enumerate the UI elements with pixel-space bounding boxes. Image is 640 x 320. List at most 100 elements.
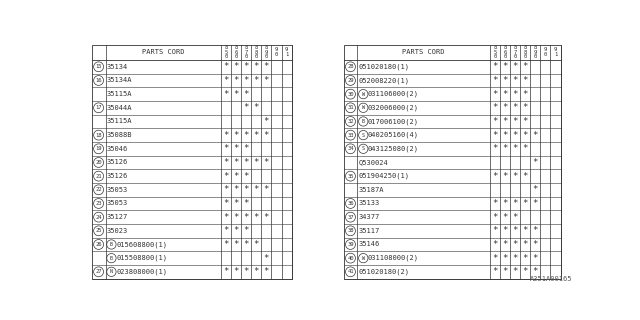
- Text: 35126: 35126: [107, 159, 128, 165]
- Text: *: *: [223, 185, 228, 194]
- Text: *: *: [234, 226, 239, 235]
- Text: *: *: [492, 267, 498, 276]
- Text: *: *: [502, 240, 508, 249]
- Text: 9
0: 9 0: [544, 47, 547, 57]
- Text: *: *: [513, 172, 518, 180]
- Text: *: *: [223, 158, 228, 167]
- Text: *: *: [244, 199, 249, 208]
- Text: *: *: [223, 76, 228, 85]
- Text: *: *: [234, 267, 239, 276]
- Text: 35126: 35126: [107, 173, 128, 179]
- Text: *: *: [522, 90, 528, 99]
- Text: *: *: [502, 212, 508, 222]
- Text: *: *: [522, 172, 528, 180]
- Text: *: *: [532, 254, 538, 263]
- Text: *: *: [502, 90, 508, 99]
- Text: 8
7
0: 8 7 0: [244, 45, 248, 59]
- Text: *: *: [532, 240, 538, 249]
- Text: *: *: [223, 199, 228, 208]
- Bar: [344, 44, 561, 279]
- Text: *: *: [492, 172, 498, 180]
- Text: *: *: [502, 144, 508, 153]
- Text: *: *: [502, 62, 508, 71]
- Text: *: *: [253, 240, 259, 249]
- Text: *: *: [253, 103, 259, 112]
- Text: *: *: [234, 131, 239, 140]
- Text: *: *: [264, 117, 269, 126]
- Text: *: *: [253, 158, 259, 167]
- Text: *: *: [502, 226, 508, 235]
- Text: 052008220(1): 052008220(1): [358, 77, 410, 84]
- Text: *: *: [492, 199, 498, 208]
- Text: 26: 26: [95, 242, 102, 247]
- Text: 30: 30: [348, 92, 354, 97]
- Text: *: *: [234, 62, 239, 71]
- Text: B: B: [110, 256, 113, 260]
- Bar: [92, 44, 292, 279]
- Text: *: *: [223, 267, 228, 276]
- Text: *: *: [513, 103, 518, 112]
- Text: *: *: [522, 103, 528, 112]
- Text: *: *: [253, 76, 259, 85]
- Text: *: *: [223, 131, 228, 140]
- Text: 21: 21: [95, 174, 102, 179]
- Text: *: *: [492, 226, 498, 235]
- Text: 051904250(1): 051904250(1): [358, 173, 410, 180]
- Text: 35046: 35046: [107, 146, 128, 152]
- Text: *: *: [513, 117, 518, 126]
- Text: *: *: [264, 62, 269, 71]
- Text: *: *: [492, 76, 498, 85]
- Text: W: W: [362, 105, 365, 110]
- Text: 39: 39: [348, 242, 354, 247]
- Text: 017006100(2): 017006100(2): [368, 118, 419, 125]
- Text: *: *: [244, 62, 249, 71]
- Text: *: *: [234, 90, 239, 99]
- Text: A351A00165: A351A00165: [530, 276, 572, 282]
- Text: *: *: [522, 117, 528, 126]
- Text: *: *: [502, 267, 508, 276]
- Text: *: *: [223, 226, 228, 235]
- Text: *: *: [223, 240, 228, 249]
- Text: N: N: [110, 269, 113, 274]
- Text: *: *: [532, 131, 538, 140]
- Text: *: *: [244, 144, 249, 153]
- Text: Q530024: Q530024: [358, 159, 388, 165]
- Text: W: W: [362, 256, 365, 260]
- Text: 35053: 35053: [107, 187, 128, 193]
- Text: 031106000(2): 031106000(2): [368, 91, 419, 97]
- Text: *: *: [244, 172, 249, 180]
- Text: 35115A: 35115A: [107, 118, 132, 124]
- Text: 18: 18: [95, 132, 102, 138]
- Text: *: *: [522, 240, 528, 249]
- Text: 040205160(4): 040205160(4): [368, 132, 419, 138]
- Text: *: *: [522, 226, 528, 235]
- Text: 043125080(2): 043125080(2): [368, 146, 419, 152]
- Text: *: *: [264, 185, 269, 194]
- Text: *: *: [513, 267, 518, 276]
- Text: 8
5
0: 8 5 0: [493, 45, 497, 59]
- Text: *: *: [513, 76, 518, 85]
- Text: *: *: [492, 212, 498, 222]
- Text: S: S: [362, 146, 365, 151]
- Text: 8
9
0: 8 9 0: [265, 45, 268, 59]
- Text: *: *: [502, 76, 508, 85]
- Text: 8
6
0: 8 6 0: [504, 45, 507, 59]
- Text: 35044A: 35044A: [107, 105, 132, 111]
- Text: *: *: [502, 254, 508, 263]
- Text: *: *: [264, 267, 269, 276]
- Text: 015508800(1): 015508800(1): [116, 255, 167, 261]
- Text: *: *: [522, 76, 528, 85]
- Text: 8
9
0: 8 9 0: [534, 45, 537, 59]
- Text: 051020180(2): 051020180(2): [358, 268, 410, 275]
- Text: *: *: [223, 62, 228, 71]
- Text: *: *: [522, 131, 528, 140]
- Text: *: *: [264, 212, 269, 222]
- Text: 35134A: 35134A: [107, 77, 132, 84]
- Text: *: *: [513, 144, 518, 153]
- Text: *: *: [532, 158, 538, 167]
- Text: *: *: [522, 254, 528, 263]
- Text: *: *: [253, 212, 259, 222]
- Text: *: *: [502, 172, 508, 180]
- Text: 27: 27: [95, 269, 102, 274]
- Text: 35023: 35023: [107, 228, 128, 234]
